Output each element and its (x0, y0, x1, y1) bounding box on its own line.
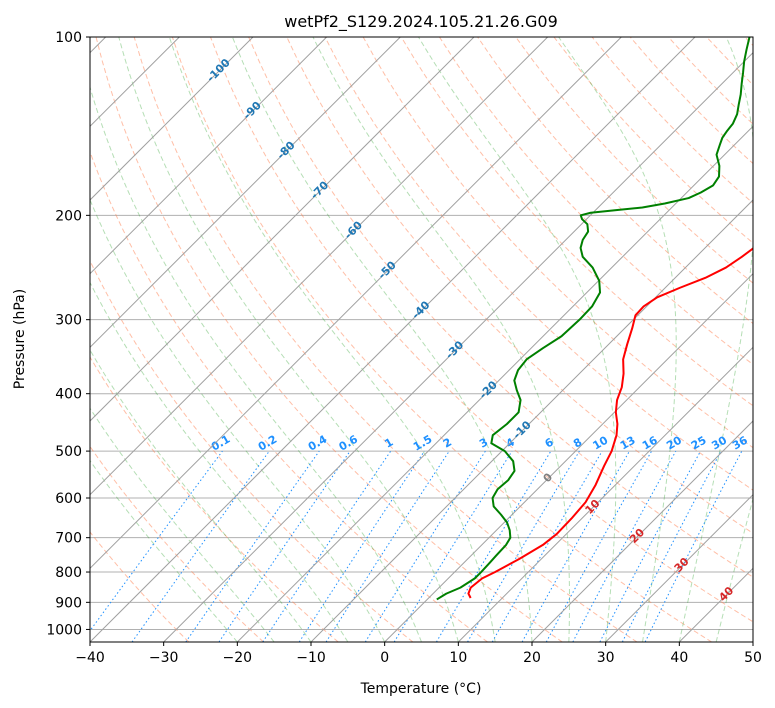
isotherm (90, 37, 254, 201)
x-tick-label: 0 (380, 650, 389, 666)
y-axis: 100 200 300 400 500 600 700 800 900 1000 (46, 30, 90, 638)
mixing-ratio-line (131, 450, 270, 642)
plot-area: 0.10.20.40.611.52346810131620253036 -100… (90, 37, 753, 642)
moist-adiabat (90, 281, 349, 642)
isotherm (384, 272, 753, 642)
dry-adiabat (95, 37, 563, 642)
dry-adiabat (515, 37, 753, 284)
mixing-ratio-line (262, 450, 392, 642)
mixing-ratio-lines: 0.10.20.40.611.52346810131620253036 (90, 432, 750, 642)
dewpoint-line (436, 37, 751, 601)
y-tick-label: 1000 (46, 622, 82, 638)
y-axis-label: Pressure (hPa) (12, 289, 28, 389)
x-tick-label: −40 (75, 650, 105, 666)
x-tick-label: 50 (744, 650, 762, 666)
temperature-line (467, 247, 753, 599)
moist-adiabat (312, 37, 570, 642)
dry-adiabat (133, 37, 638, 642)
mixing-ratio-line (90, 450, 223, 632)
mixing-ratio-line (644, 450, 743, 642)
isotherm (90, 37, 696, 642)
moist-adiabat (715, 497, 753, 642)
x-tick-label: −20 (223, 650, 253, 666)
dry-adiabat (210, 37, 753, 623)
pressure-gridlines (90, 37, 753, 630)
mixing-ratio-line (298, 450, 425, 642)
y-tick-label: 500 (55, 444, 82, 460)
mixing-ratio-line (572, 450, 677, 642)
isotherm (457, 346, 753, 642)
isotherm (90, 37, 475, 422)
mixing-ratio-line (521, 450, 630, 642)
y-tick-label: 800 (55, 565, 82, 581)
isotherm (90, 37, 328, 275)
dry-adiabat (90, 150, 488, 642)
mixing-ratio-line (325, 450, 450, 642)
dry-adiabat (90, 445, 264, 642)
dry-adiabat (90, 531, 190, 642)
x-tick-label: 40 (670, 650, 688, 666)
moist-adiabat (168, 37, 496, 642)
moist-adiabat (418, 37, 617, 642)
dry-adiabat (324, 37, 753, 491)
mixing-ratio-line (545, 450, 653, 642)
x-tick-label: 10 (449, 650, 467, 666)
isotherm (90, 37, 401, 349)
moist-adiabats (90, 37, 753, 642)
plot-frame (89, 36, 754, 643)
x-tick-label: −30 (149, 650, 179, 666)
moist-adiabat (558, 37, 677, 642)
isotherm (531, 420, 753, 642)
y-tick-label: 300 (55, 313, 82, 329)
moist-adiabat (231, 37, 533, 642)
moist-adiabat (90, 198, 386, 642)
isotherm (90, 37, 622, 570)
moist-adiabat (678, 37, 753, 642)
chart-title: wetPf2_S129.2024.105.21.26.G09 (284, 12, 558, 32)
x-tick-label: 30 (597, 650, 615, 666)
dry-adiabat (400, 37, 753, 407)
profiles (436, 37, 753, 601)
dry-adiabat (90, 356, 339, 642)
moist-adiabat (118, 37, 459, 642)
dry-adiabat (439, 37, 753, 366)
dry-adiabats (90, 37, 753, 642)
isotherms (90, 37, 753, 642)
dry-adiabat (248, 37, 753, 578)
x-axis: −40 −30 −20 −10 0 10 20 30 40 50 (75, 642, 762, 666)
x-axis-label: Temperature (°C) (360, 681, 482, 697)
moist-adiabat (90, 407, 275, 642)
y-tick-label: 700 (55, 531, 82, 547)
mixing-ratio-line (393, 450, 513, 642)
x-tick-label: 20 (523, 650, 541, 666)
y-tick-label: 900 (55, 595, 82, 611)
y-tick-label: 100 (55, 30, 82, 46)
dry-adiabat (171, 37, 712, 642)
isotherm (605, 493, 753, 642)
x-tick-label: −10 (296, 650, 326, 666)
y-tick-label: 200 (55, 208, 82, 224)
mixing-ratio-line (218, 450, 351, 642)
moist-adiabat (90, 459, 238, 642)
isotherm (310, 199, 753, 642)
y-tick-label: 400 (55, 387, 82, 403)
isotherm (90, 37, 549, 496)
isotherm (236, 125, 753, 642)
isotherm (163, 51, 753, 642)
y-tick-label: 600 (55, 491, 82, 507)
mixing-ratio-line (185, 450, 320, 642)
